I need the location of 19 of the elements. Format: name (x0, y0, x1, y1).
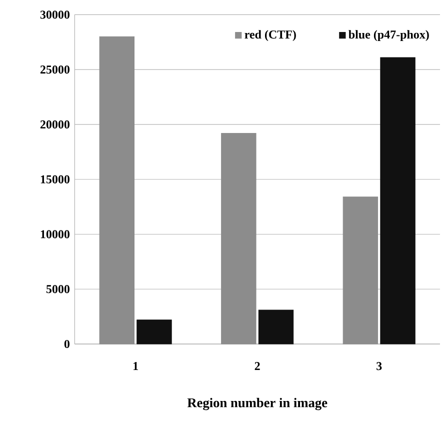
y-tick-label: 15000 (40, 175, 70, 184)
y-tick-label: 10000 (40, 230, 70, 238)
bar (342, 196, 378, 344)
bar (258, 310, 294, 344)
y-tick-label: 20000 (40, 120, 70, 129)
y-tick-label: 25000 (40, 66, 70, 74)
bar (136, 320, 172, 344)
bar (221, 132, 256, 344)
y-tick-label: 5000 (46, 285, 70, 294)
y-tick-label: 0 (64, 340, 70, 348)
x-axis-title: Region number in image (187, 398, 328, 410)
y-tick-label: 30000 (40, 10, 70, 19)
legend-label: red (CTF) (244, 30, 296, 42)
bar (99, 36, 134, 344)
legend-label: blue (p47-phox) (348, 30, 429, 42)
x-tick-label: 1 (134, 362, 138, 370)
x-tick-label: 3 (376, 362, 382, 370)
x-tick-label: 2 (254, 362, 260, 370)
bar (380, 57, 416, 344)
